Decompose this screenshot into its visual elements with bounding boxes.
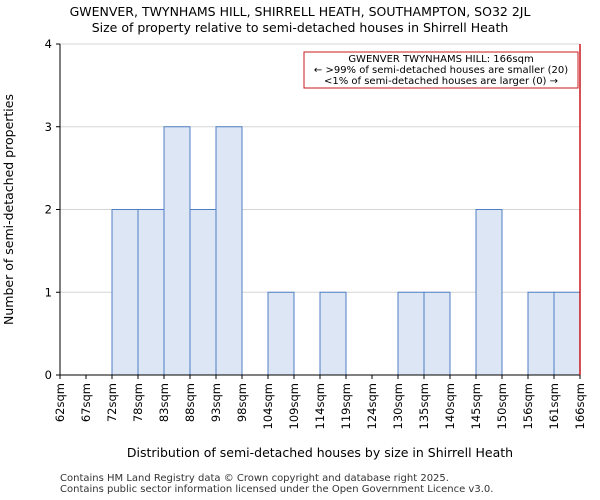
histogram-bar [163,126,191,376]
x-tick-label: 62sqm [53,383,67,422]
footer-copyright: Contains HM Land Registry data © Crown c… [60,473,449,484]
annotation-box [303,51,579,89]
annotation: GWENVER TWYNHAMS HILL: 166sqm ← >99% of … [303,51,579,89]
x-tick-label: 88sqm [183,383,197,422]
x-tick-label: 140sqm [443,383,457,429]
y-tick-label: 4 [45,37,52,51]
x-tick-label: 130sqm [391,383,405,429]
histogram-bar [267,291,295,376]
chart-title: GWENVER, TWYNHAMS HILL, SHIRRELL HEATH, … [69,4,531,19]
x-tick-label: 93sqm [209,383,223,422]
histogram-bar [423,291,451,376]
x-tick-label: 104sqm [261,383,275,429]
x-tick-label: 166sqm [573,383,587,429]
y-tick-label: 1 [45,285,52,299]
x-tick-label: 119sqm [339,383,353,429]
histogram-bar [397,291,425,376]
histogram-bar [553,291,581,376]
x-tick-label: 109sqm [287,383,301,429]
annotation-line-2: ← >99% of semi-detached houses are small… [314,65,568,76]
x-tick-label: 156sqm [521,383,535,429]
x-tick-label: 98sqm [235,383,249,422]
axes: 0 1 2 3 4 62sqm 67sqm 72sqm 78sqm 83sqm 88sqm 93sqm… [45,37,587,429]
x-axis-label: Distribution of semi-detached houses by … [127,445,513,460]
histogram-bar [527,291,555,376]
x-tick-label: 145sqm [469,383,483,429]
histogram-bar [189,209,217,376]
y-axis-label: Number of semi-detached properties [1,94,16,325]
histogram-bar [111,209,139,376]
x-tick-label: 124sqm [365,383,379,429]
histogram-bar [137,209,165,376]
y-tick-label: 2 [45,203,52,217]
y-tick-label: 3 [45,120,52,134]
x-tick-label: 161sqm [547,383,561,429]
x-tick-label: 67sqm [79,383,93,422]
annotation-line-3: <1% of semi-detached houses are larger (… [324,76,558,87]
x-tick-label: 83sqm [157,383,171,422]
histogram-bar [215,126,243,376]
histogram-bar [319,291,347,376]
annotation-line-1: GWENVER TWYNHAMS HILL: 166sqm [348,54,533,65]
x-tick-label: 78sqm [131,383,145,422]
x-tick-label: 150sqm [495,383,509,429]
bars [111,126,581,376]
footer-licence: Contains public sector information licen… [60,484,494,495]
chart-subtitle: Size of property relative to semi-detach… [91,20,509,35]
y-tick-label: 0 [45,368,52,382]
x-tick-label: 135sqm [417,383,431,429]
histogram-bar [475,209,503,376]
x-tick-label: 72sqm [105,383,119,422]
x-tick-label: 114sqm [313,383,327,429]
